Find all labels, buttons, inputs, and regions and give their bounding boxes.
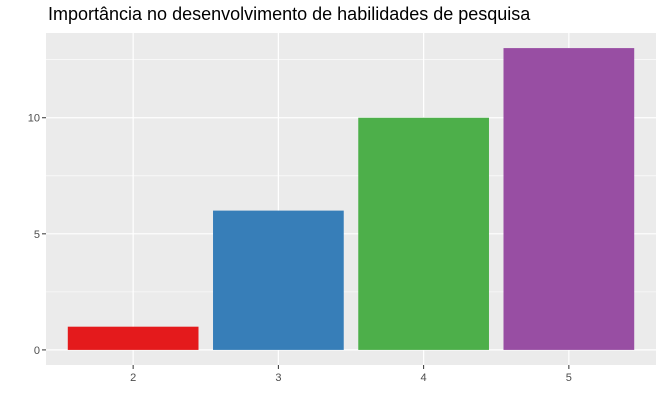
bar-3 xyxy=(213,210,344,350)
x-tick-label: 4 xyxy=(421,372,427,384)
y-tick-label: 5 xyxy=(34,229,40,241)
chart-title: Importância no desenvolvimento de habili… xyxy=(48,4,531,24)
bar-5 xyxy=(503,48,635,350)
x-tick-label: 5 xyxy=(566,372,572,384)
x-tick-label: 3 xyxy=(275,372,281,384)
bar-4 xyxy=(358,117,489,350)
y-tick-label: 0 xyxy=(34,345,40,357)
bar-2 xyxy=(67,326,199,350)
x-tick-label: 2 xyxy=(130,372,136,384)
y-tick-label: 10 xyxy=(28,113,40,125)
